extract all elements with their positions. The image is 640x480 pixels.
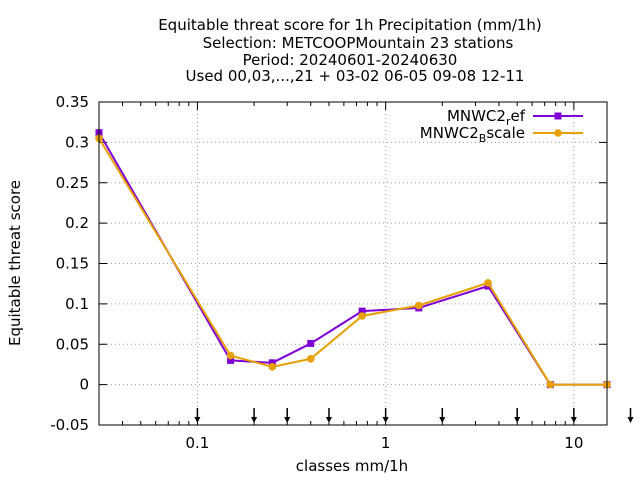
data-point	[226, 351, 235, 360]
plot-frame	[98, 101, 608, 426]
class-marker-arrow	[194, 417, 201, 423]
data-point	[268, 359, 276, 367]
class-marker-arrow	[325, 417, 332, 423]
x-axis-ticks: 0.1 1 10	[122, 102, 583, 452]
y-tick-label: 0.35	[56, 93, 89, 111]
y-tick-label: 0.1	[65, 295, 89, 313]
series-line	[98, 132, 607, 386]
y-tick-label: -0.05	[50, 416, 89, 434]
legend-label: MNWC2Bscale	[420, 124, 525, 145]
y-tick-label: 0.2	[65, 214, 89, 232]
data-point	[358, 307, 366, 315]
x-axis-label: classes mm/1h	[296, 457, 408, 475]
y-tick-label: 0	[79, 376, 89, 394]
x-tick-label: 1	[381, 434, 391, 452]
data-point	[546, 380, 555, 389]
y-axis-ticks: -0.05 0 0.05 0.1 0.15 0.2 0.25 0.3 0.35	[50, 93, 607, 434]
data-point	[358, 312, 366, 320]
x-tick-label: 10	[564, 434, 583, 452]
data-point	[268, 363, 277, 371]
data-point	[414, 301, 423, 310]
data-point	[306, 354, 315, 363]
chart-title: Equitable threat score for 1h Precipitat…	[158, 16, 542, 85]
data-point	[307, 339, 315, 347]
title-line-3: Period: 20240601-20240630	[243, 51, 458, 69]
class-marker-arrow	[284, 417, 291, 423]
title-line-1: Equitable threat score for 1h Precipitat…	[158, 16, 542, 34]
x-tick-label: 0.1	[185, 434, 209, 452]
y-tick-label: 0.3	[65, 133, 89, 151]
legend-marker	[554, 112, 562, 120]
title-line-2: Selection: METCOOPMountain 23 stations	[203, 34, 514, 52]
y-tick-label: 0.15	[56, 255, 89, 273]
class-marker-arrow	[627, 417, 634, 423]
class-marker-arrow	[570, 417, 577, 423]
data-point	[484, 279, 492, 287]
y-tick-label: 0.05	[56, 335, 89, 353]
legend-marker	[554, 129, 562, 137]
class-marker-arrow	[251, 417, 258, 423]
y-axis-label: Equitable threat score	[6, 180, 24, 346]
title-line-4: Used 00,03,...,21 + 03-02 06-05 09-08 12…	[186, 67, 525, 85]
class-markers	[194, 408, 634, 423]
series-line	[98, 137, 607, 386]
class-marker-arrow	[382, 417, 389, 423]
legend-label: MNWC2ref	[447, 107, 526, 128]
class-marker-arrow	[514, 417, 521, 423]
class-marker-arrow	[439, 417, 446, 423]
data-point	[227, 356, 235, 364]
series-group	[95, 129, 611, 389]
grid-lines	[99, 102, 607, 425]
y-tick-label: 0.25	[56, 174, 89, 192]
